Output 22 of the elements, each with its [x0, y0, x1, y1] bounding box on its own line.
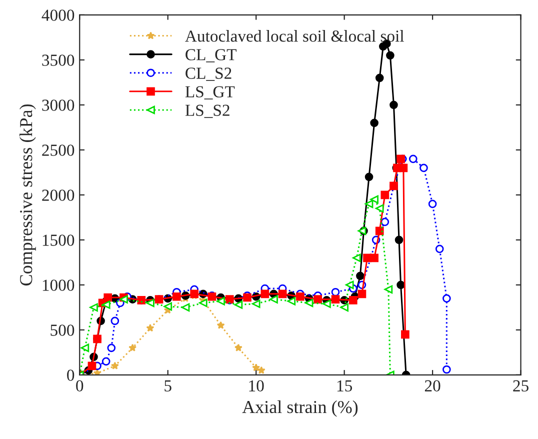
y-tick-label: 1500	[42, 234, 74, 246]
y-tick-label: 3500	[42, 54, 74, 66]
y-tick-label: 2500	[42, 144, 74, 156]
legend-label: LS_GT	[185, 86, 235, 100]
legend-label: LS_S2	[185, 104, 230, 118]
legend-label: Autoclaved local soil &local soil	[185, 30, 404, 42]
y-tick-label: 4000	[42, 10, 74, 21]
y-axis-title: Compressive stress (kPa)	[20, 104, 36, 286]
legend-label: CL_S2	[186, 68, 232, 81]
x-tick-label: 25	[513, 380, 528, 392]
y-tick-label: 0	[67, 370, 74, 381]
x-tick-label: 5	[164, 380, 172, 392]
x-tick-label: 10	[249, 380, 264, 392]
y-tick-label: 500	[50, 324, 74, 336]
x-tick-label: 15	[337, 380, 352, 392]
x-axis-title: Axial strain (%)	[242, 400, 358, 417]
legend-label: CL_GT	[186, 49, 236, 62]
y-tick-label: 2000	[42, 190, 74, 201]
y-tick-label: 3000	[42, 100, 74, 111]
x-tick-label: 20	[424, 380, 440, 392]
x-tick-label: 0	[76, 380, 84, 392]
y-tick-label: 1000	[42, 280, 74, 291]
